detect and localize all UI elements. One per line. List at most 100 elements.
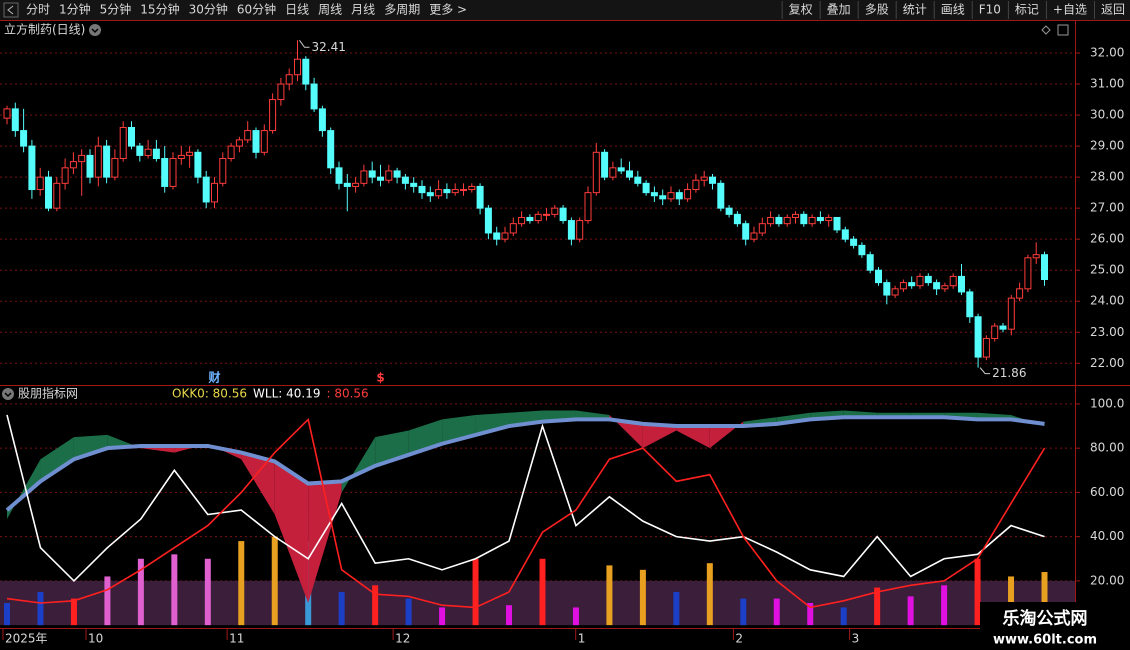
candle-body: [800, 213, 808, 225]
candle-body: [460, 189, 467, 192]
toolbar-tab[interactable]: 月线: [351, 3, 375, 17]
toolbar-tab[interactable]: 30分钟: [189, 2, 228, 17]
candle-body: [816, 216, 824, 222]
y-tick-label: 32.00: [1090, 46, 1124, 60]
candle-body: [501, 232, 509, 240]
back-icon[interactable]: [3, 2, 19, 18]
title-menu[interactable]: [89, 24, 101, 36]
candle-body: [592, 151, 600, 194]
candle-body: [775, 216, 783, 225]
candle-body: [941, 285, 949, 290]
candle-body: [343, 182, 351, 187]
toolbar-button[interactable]: 画线: [941, 3, 965, 17]
toolbar-button[interactable]: 返回: [1101, 3, 1125, 17]
toolbar-button[interactable]: 叠加: [827, 3, 851, 17]
indicator-column: [472, 558, 479, 626]
toolbar-button[interactable]: +自选: [1053, 3, 1087, 17]
toolbar-tab[interactable]: 多周期: [384, 3, 420, 17]
candle-body: [443, 189, 451, 194]
watermark-box: [980, 602, 1110, 650]
candle-body: [559, 207, 567, 222]
indicator-column: [807, 603, 814, 626]
candle-body: [393, 170, 401, 178]
toolbar-tab[interactable]: 更多 >: [429, 3, 467, 17]
x-tick-label: 3: [852, 632, 860, 646]
window-icon[interactable]: [1057, 24, 1069, 36]
candle-body: [294, 58, 301, 76]
candle-body: [219, 158, 227, 184]
x-tick-label: 2025年: [5, 632, 48, 646]
toolbar-tab[interactable]: 1分钟: [59, 2, 91, 17]
x-tick-label: 2: [735, 632, 743, 646]
toolbar-button[interactable]: 复权: [789, 3, 813, 17]
x-tick-label: 11: [229, 632, 244, 646]
base-band: [0, 580, 1075, 626]
indicator-menu[interactable]: [2, 388, 14, 400]
candle-body: [858, 244, 866, 256]
indicator-column: [539, 558, 546, 626]
candle-body: [509, 223, 517, 234]
indicator-ribbon: [475, 412, 510, 435]
y-tick-label: 24.00: [1090, 294, 1124, 308]
candle-body: [401, 176, 409, 184]
candle-body: [11, 108, 19, 132]
toolbar-tab[interactable]: 5分钟: [100, 2, 132, 17]
candle-body: [28, 145, 36, 191]
indicator-column: [874, 587, 881, 626]
candle-body: [451, 189, 459, 194]
candle-body: [584, 192, 592, 222]
diamond-icon[interactable]: [1041, 25, 1051, 35]
title-menu-arrow: [91, 28, 99, 34]
candle-body: [758, 223, 766, 234]
indicator-ribbon: [676, 426, 710, 449]
candle-body: [418, 185, 426, 194]
indicator-line: [5, 415, 1045, 512]
toolbar-tab[interactable]: 周线: [318, 3, 342, 17]
candle-body: [1032, 254, 1040, 259]
annotation-arrow: [979, 367, 991, 375]
candle-body: [20, 130, 28, 147]
indicator-column: [271, 536, 278, 626]
indicator-ribbon: [308, 481, 342, 604]
toolbar-button[interactable]: 统计: [903, 3, 927, 17]
candle-body: [377, 176, 384, 181]
y-tick-label: 28.00: [1090, 170, 1124, 184]
candle-body: [617, 167, 625, 172]
toolbar-button[interactable]: 标记: [1015, 3, 1039, 17]
toolbar-button[interactable]: 多股: [865, 3, 889, 17]
candle-body: [626, 170, 633, 178]
candle-body: [410, 182, 418, 187]
candle-body: [128, 126, 135, 147]
candle-body: [426, 192, 434, 197]
annotation-arrow: [299, 40, 310, 48]
candle-body: [360, 170, 368, 184]
toolbar-tab[interactable]: 分时: [26, 3, 50, 17]
toolbar-tab[interactable]: 60分钟: [237, 2, 276, 17]
candle-body: [999, 325, 1007, 330]
candle-body: [161, 158, 169, 187]
candle-body: [1016, 288, 1024, 299]
indicator-column: [338, 591, 345, 626]
candle-body: [725, 207, 733, 215]
toolbar-button[interactable]: F10: [979, 3, 1001, 17]
candle-body: [949, 275, 957, 287]
candle-body: [45, 176, 52, 209]
indicator-ribbon: [709, 421, 744, 449]
indicator-column: [506, 605, 513, 626]
candle-body: [659, 195, 667, 200]
indicator-column: [572, 607, 579, 626]
candle-body: [567, 220, 575, 240]
toolbar-tab[interactable]: 日线: [285, 3, 309, 17]
toolbar-tab[interactable]: 15分钟: [140, 2, 179, 17]
candle-body: [352, 182, 360, 187]
candle-body: [252, 130, 260, 153]
indicator-line: [6, 417, 1046, 609]
indicator-column: [171, 554, 178, 626]
candle-body: [875, 269, 882, 284]
candle-body: [69, 161, 77, 169]
y-tick-label: 30.00: [1090, 108, 1124, 122]
x-tick-label: 12: [395, 632, 410, 646]
annotation-label: 32.41: [312, 40, 346, 54]
candle-body: [933, 282, 941, 290]
indicator-column: [606, 565, 613, 626]
